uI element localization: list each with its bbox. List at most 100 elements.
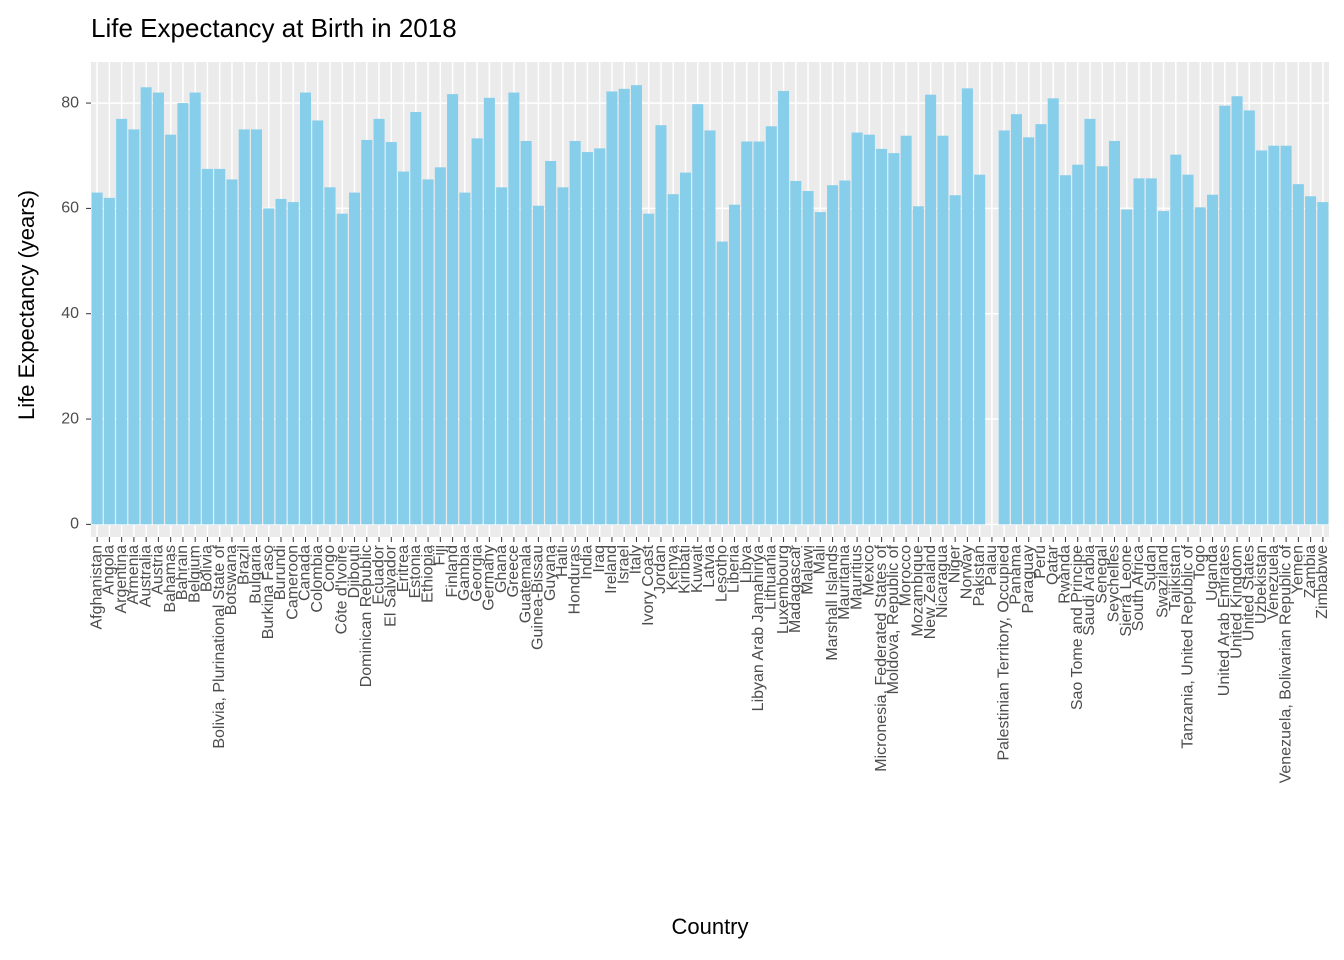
x-tick-label: Bulgaria xyxy=(248,545,265,604)
bar xyxy=(667,194,679,525)
x-tick-label: Israel xyxy=(615,545,632,584)
x-tick-label: Sao Tome and Principe xyxy=(1069,545,1086,710)
bar xyxy=(299,92,312,525)
x-tick-label: Belgium xyxy=(186,545,203,603)
x-tick-label: Yemen xyxy=(1290,545,1307,594)
x-tick-label: Argentina xyxy=(113,545,130,614)
x-tick-label: Lithuania xyxy=(763,545,780,610)
bar xyxy=(128,129,140,525)
x-tick-label: Mauritius xyxy=(848,545,865,610)
y-tick-label: 60 xyxy=(61,200,79,217)
x-tick-label: Luxembourg xyxy=(775,545,792,634)
bar xyxy=(741,141,753,525)
x-tick-label: Kiribati xyxy=(677,545,694,594)
bar xyxy=(716,241,728,525)
bar xyxy=(581,152,593,525)
x-tick-label: Moldova, Republic of xyxy=(885,544,902,694)
x-tick-label: Botswana xyxy=(223,545,240,615)
bar xyxy=(778,90,790,525)
y-tick-label: 80 xyxy=(61,94,79,111)
bar xyxy=(802,191,814,525)
x-tick-label: Panama xyxy=(1008,545,1025,605)
bar xyxy=(1292,184,1304,525)
bar xyxy=(704,130,716,525)
bar xyxy=(753,141,765,525)
bar xyxy=(1145,178,1157,525)
bar xyxy=(1035,124,1047,525)
x-tick-label: Palau xyxy=(983,545,1000,586)
bar xyxy=(165,134,177,525)
x-tick-label: Nicaragua xyxy=(934,545,951,618)
bar xyxy=(888,153,900,525)
x-tick-label: Mauritania xyxy=(836,545,853,620)
x-tick-label: Estonia xyxy=(407,545,424,598)
x-tick-label: Bahamas xyxy=(162,545,179,613)
bar xyxy=(1219,105,1231,525)
bar xyxy=(1231,96,1243,525)
bar xyxy=(961,88,973,525)
bar xyxy=(238,129,250,525)
bar xyxy=(1010,114,1022,525)
bar xyxy=(312,120,324,525)
y-tick-label: 0 xyxy=(70,516,79,533)
bar xyxy=(152,92,164,525)
x-tick-label: El Salvador xyxy=(383,544,400,626)
bar xyxy=(912,206,924,525)
x-tick-label: Pakistan xyxy=(971,545,988,606)
x-tick-label: Togo xyxy=(1192,545,1209,580)
x-tick-label: Mali xyxy=(812,545,829,574)
bar xyxy=(557,187,569,525)
x-tick-label: Seychelles xyxy=(1106,545,1123,622)
bar xyxy=(545,161,557,525)
x-tick-label: Lesotho xyxy=(713,545,730,602)
x-tick-label: Sudan xyxy=(1142,545,1159,591)
x-tick-label: United States xyxy=(1241,545,1258,641)
bar xyxy=(1059,175,1071,525)
bar xyxy=(471,138,483,525)
bar xyxy=(398,171,410,525)
x-tick-label: Ethiopia xyxy=(419,545,436,603)
bar xyxy=(1268,145,1280,525)
x-tick-label: Ivory Coast xyxy=(640,544,657,625)
x-tick-label: Uganda xyxy=(1204,545,1221,601)
bar xyxy=(508,92,520,525)
x-tick-label: Zimbabwe xyxy=(1314,545,1331,619)
bar xyxy=(1182,174,1194,525)
x-tick-label: Morocco xyxy=(897,545,914,606)
bar xyxy=(385,142,397,525)
bar xyxy=(520,140,532,525)
x-tick-label: Guinea-Bissau xyxy=(530,545,547,650)
bar xyxy=(250,129,262,525)
bar xyxy=(1317,202,1329,525)
bar xyxy=(900,135,912,525)
bar xyxy=(594,148,606,525)
x-tick-label: United Kingdom xyxy=(1228,545,1245,659)
y-tick-label: 20 xyxy=(61,410,79,427)
bar xyxy=(349,192,361,525)
x-tick-label: Georgia xyxy=(468,545,485,602)
bar xyxy=(1072,164,1084,525)
bar xyxy=(569,140,581,525)
x-tick-label: Bahrain xyxy=(174,545,191,600)
x-tick-label: Djibouti xyxy=(346,545,363,598)
bar xyxy=(618,88,630,525)
x-tick-label: New Zealand xyxy=(922,545,939,639)
bar xyxy=(1170,154,1182,525)
bar xyxy=(643,213,655,525)
bar xyxy=(949,195,961,525)
y-tick-label: 40 xyxy=(61,305,79,322)
bar xyxy=(1121,209,1133,525)
bar xyxy=(937,135,949,525)
bar xyxy=(459,192,471,525)
x-tick-label: Senegal xyxy=(1093,545,1110,604)
x-tick-label: Jordan xyxy=(652,545,669,594)
bar xyxy=(532,205,544,525)
bar xyxy=(1133,178,1145,525)
bar xyxy=(998,130,1010,525)
bar xyxy=(692,104,704,525)
bar xyxy=(839,180,851,525)
x-tick-label: Palestinian Territory, Occupied xyxy=(995,545,1012,761)
y-axis-label: Life Expectancy (years) xyxy=(14,190,39,420)
bar xyxy=(275,198,287,525)
bar xyxy=(863,134,875,525)
